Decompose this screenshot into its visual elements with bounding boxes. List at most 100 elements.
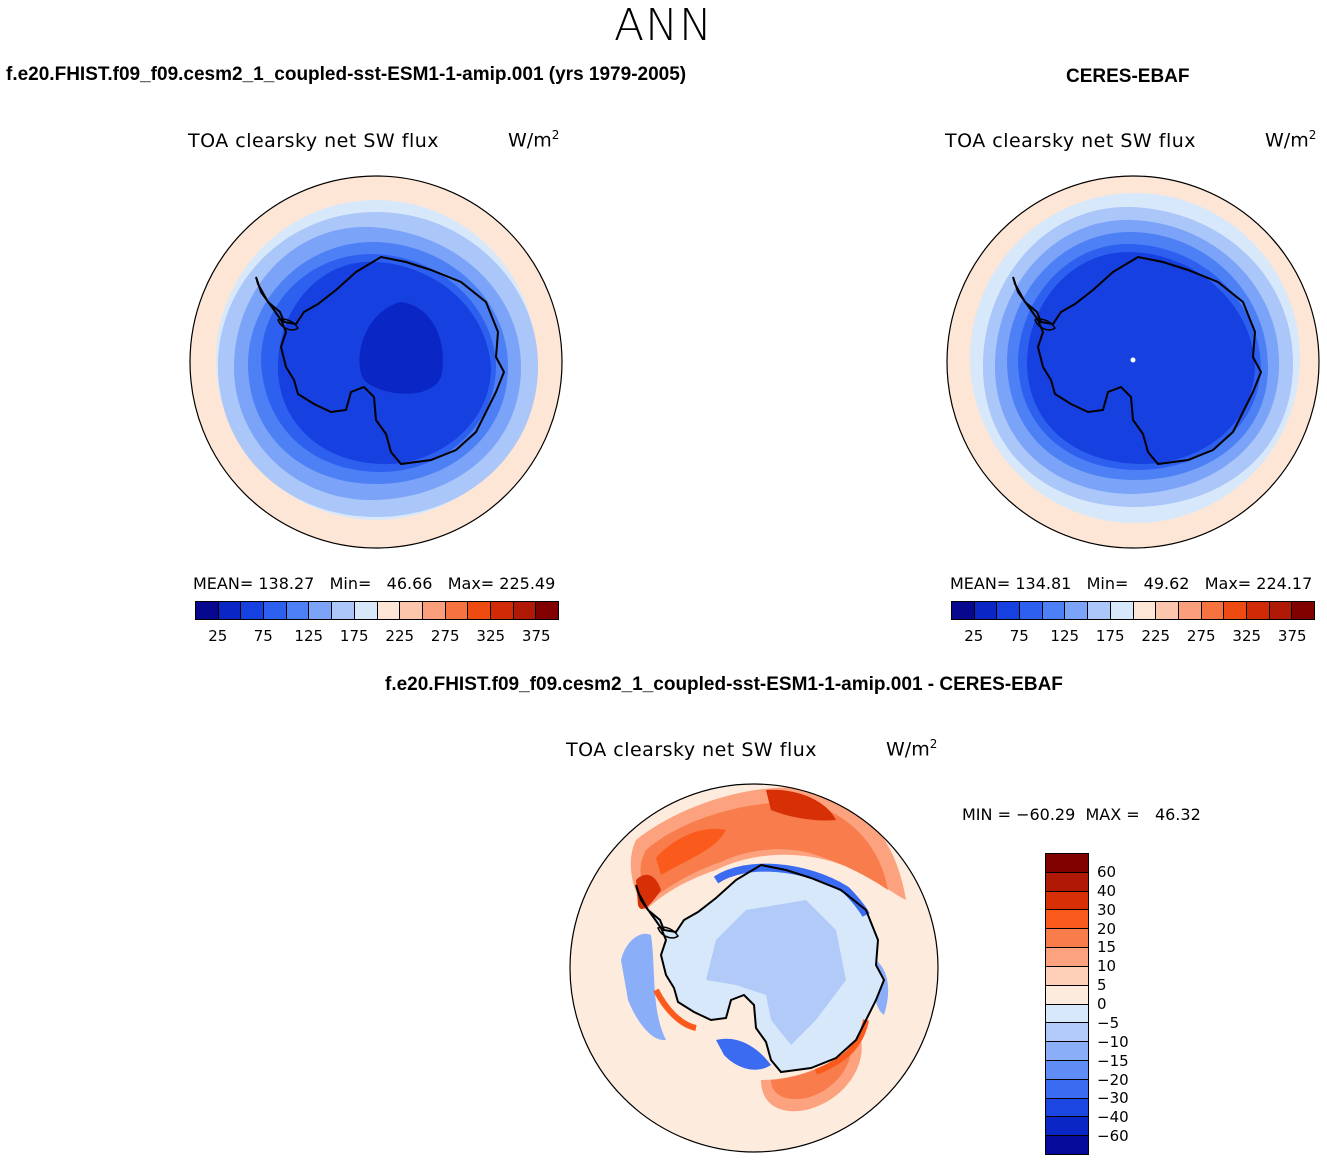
test-colorbar-swatch: [490, 602, 514, 619]
diff-colorbar-tick-label: 20: [1097, 919, 1117, 938]
diff-colorbar-swatch: [1046, 929, 1088, 949]
test-colorbar-swatch: [445, 602, 469, 619]
test-stats: MEAN= 138.27 Min= 46.66 Max= 225.49: [193, 574, 556, 593]
diff-colorbar-swatch: [1046, 966, 1088, 986]
diff-colorbar-swatch: [1046, 1060, 1088, 1080]
ref-colorbar-swatch: [1133, 602, 1157, 619]
ref-colorbar-swatch: [974, 602, 998, 619]
ref-colorbar-swatch: [1269, 602, 1293, 619]
diff-colorbar-tick-label: −5: [1097, 1013, 1120, 1032]
ref-colorbar: [951, 601, 1315, 620]
ref-colorbar-tick-label: 175: [1095, 627, 1125, 645]
diff-colorbar-tick-label: −60: [1097, 1127, 1129, 1146]
test-polar-map: [189, 175, 563, 549]
test-colorbar-swatch: [422, 602, 446, 619]
test-colorbar-swatch: [218, 602, 242, 619]
diff-colorbar-tick-label: 5: [1097, 976, 1107, 995]
diff-colorbar-swatch: [1046, 1079, 1088, 1099]
ref-colorbar-swatch: [1201, 602, 1225, 619]
diff-colorbar-tick-label: −20: [1097, 1070, 1129, 1089]
test-colorbar-swatch: [286, 602, 310, 619]
ref-colorbar-swatch: [1156, 602, 1179, 619]
diff-colorbar-tick-label: −40: [1097, 1108, 1129, 1127]
diff-colorbar-swatch: [1046, 891, 1088, 911]
diff-colorbar-tick-label: −10: [1097, 1032, 1129, 1051]
test-colorbar-tick-label: 75: [253, 627, 273, 645]
test-min: 46.66: [386, 574, 433, 593]
diff-colorbar-swatch: [1046, 985, 1088, 1005]
ref-colorbar-swatch: [1224, 602, 1247, 619]
test-colorbar-tick-label: 375: [521, 627, 551, 645]
diff-max: 46.32: [1154, 805, 1201, 824]
ref-colorbar-tick-label: 125: [1050, 627, 1080, 645]
test-max: 225.49: [499, 574, 556, 593]
diff-colorbar-swatch: [1046, 1004, 1088, 1024]
season-title: ANN: [614, 0, 713, 51]
test-mean: 138.27: [258, 574, 315, 593]
ref-colorbar-swatch: [952, 602, 975, 619]
diff-colorbar-tick-label: 60: [1097, 862, 1117, 881]
test-colorbar-labels: 25 75 125 175 225 275 325 375: [195, 627, 559, 647]
test-colorbar-swatch: [377, 602, 401, 619]
diff-colorbar-swatch: [1046, 1042, 1088, 1061]
diff-colorbar-swatch: [1046, 1023, 1088, 1043]
diff-case-title: f.e20.FHIST.f09_f09.cesm2_1_coupled-sst-…: [385, 674, 1063, 695]
diff-polar-map: [569, 783, 939, 1153]
test-colorbar-swatch: [536, 602, 558, 619]
test-colorbar-swatch: [468, 602, 491, 619]
diff-colorbar-tick-label: 0: [1097, 995, 1107, 1013]
diff-colorbar-tick-label: 30: [1097, 900, 1117, 919]
test-colorbar-swatch: [309, 602, 333, 619]
ref-min: 49.62: [1143, 574, 1190, 593]
ref-colorbar-tick-label: 75: [1009, 627, 1029, 645]
test-colorbar-tick-label: 125: [294, 627, 324, 645]
ref-colorbar-tick-label: 275: [1186, 627, 1216, 645]
test-colorbar-swatch: [354, 602, 378, 619]
ref-colorbar-swatch: [1178, 602, 1202, 619]
ref-colorbar-swatch: [1042, 602, 1066, 619]
diff-colorbar-swatch: [1046, 872, 1088, 892]
ref-colorbar-swatch: [997, 602, 1021, 619]
ref-polar-map: [946, 175, 1320, 549]
test-colorbar-tick-label: 175: [339, 627, 369, 645]
test-variable-title: TOA clearsky net SW flux: [188, 130, 440, 152]
ref-colorbar-tick-label: 375: [1277, 627, 1307, 645]
ref-colorbar-tick-label: 25: [964, 627, 984, 645]
ref-mean: 134.81: [1015, 574, 1072, 593]
diff-colorbar-swatch: [1046, 910, 1088, 930]
diff-colorbar-swatch: [1046, 1098, 1088, 1118]
test-colorbar-tick-label: 225: [385, 627, 415, 645]
diff-colorbar-tick-label: 15: [1097, 938, 1117, 957]
diff-colorbar-swatch: [1046, 948, 1088, 967]
test-colorbar-tick-label: 275: [430, 627, 460, 645]
test-colorbar-swatch: [400, 602, 423, 619]
test-case-title: f.e20.FHIST.f09_f09.cesm2_1_coupled-sst-…: [6, 64, 687, 85]
diff-colorbar-labels: 60 40 30 20 15 10 5 0 −5 −10 −15 −20 −30 −40 −60: [1097, 853, 1157, 1155]
diff-stats: MIN = −60.29 MAX = 46.32: [962, 805, 1201, 824]
ref-stats: MEAN= 134.81 Min= 49.62 Max= 224.17: [950, 574, 1313, 593]
ref-case-title: CERES-EBAF: [1066, 66, 1190, 87]
diff-colorbar-swatch: [1046, 854, 1088, 873]
ref-colorbar-labels: 25 75 125 175 225 275 325 375: [951, 627, 1315, 647]
diff-colorbar-tick-label: 40: [1097, 881, 1117, 900]
test-colorbar-swatch: [332, 602, 355, 619]
ref-colorbar-tick-label: 225: [1141, 627, 1171, 645]
diff-colorbar-swatch: [1046, 1136, 1088, 1154]
ref-colorbar-swatch: [1065, 602, 1089, 619]
diff-colorbar-tick-label: −30: [1097, 1089, 1129, 1108]
ref-colorbar-swatch: [1020, 602, 1043, 619]
diff-variable-title: TOA clearsky net SW flux: [566, 739, 818, 761]
test-colorbar-swatch: [513, 602, 537, 619]
ref-colorbar-swatch: [1292, 602, 1314, 619]
diff-colorbar: [1045, 853, 1089, 1155]
diff-colorbar-swatch: [1046, 1117, 1088, 1137]
ref-max: 224.17: [1256, 574, 1313, 593]
ref-colorbar-swatch: [1088, 602, 1111, 619]
diff-colorbar-tick-label: −15: [1097, 1051, 1129, 1070]
test-units: W/m2: [508, 128, 560, 152]
test-colorbar-swatch: [196, 602, 219, 619]
test-colorbar: [195, 601, 559, 620]
ref-colorbar-tick-label: 325: [1232, 627, 1262, 645]
test-colorbar-tick-label: 325: [476, 627, 506, 645]
diff-units: W/m2: [886, 737, 938, 761]
